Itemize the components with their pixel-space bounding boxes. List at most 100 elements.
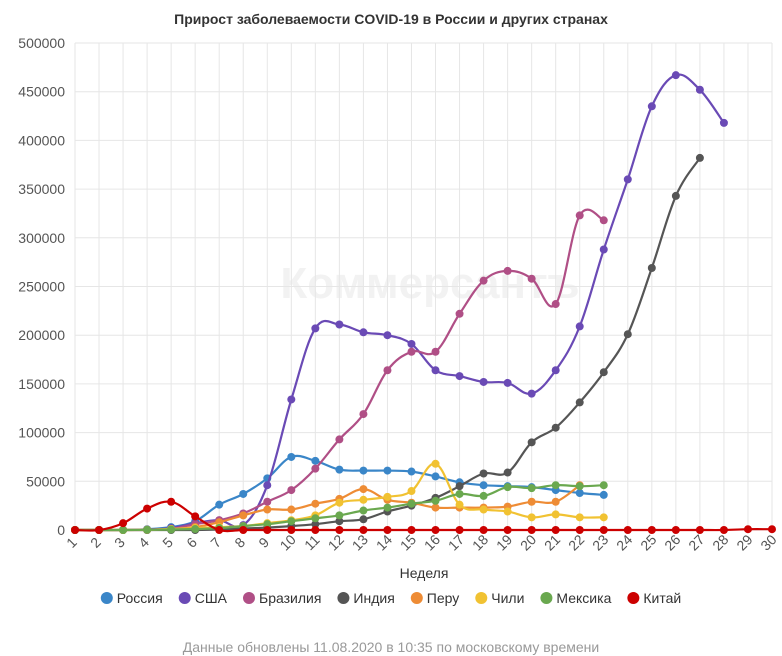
data-point [335, 511, 344, 520]
gridlines [74, 42, 773, 531]
y-tick-label: 50000 [26, 473, 65, 489]
data-point [239, 526, 248, 534]
x-tick-label: 9 [255, 534, 272, 551]
data-point [599, 513, 608, 522]
x-tick-label: 11 [301, 532, 323, 554]
x-tick-label: 27 [685, 531, 707, 553]
data-point [143, 504, 152, 513]
data-point [359, 410, 368, 419]
data-point [647, 263, 656, 272]
data-point [383, 492, 392, 501]
data-point [311, 324, 320, 333]
y-tick-label: 0 [57, 522, 65, 538]
legend-item[interactable]: Индия [337, 590, 395, 606]
data-point [503, 378, 512, 387]
legend-label: Перу [427, 590, 459, 606]
data-point [311, 499, 320, 508]
data-point [95, 526, 104, 534]
x-tick-label: 22 [565, 531, 587, 553]
data-point [551, 423, 560, 432]
legend-marker [475, 592, 488, 604]
legend-marker [178, 592, 191, 604]
legend-item[interactable]: Бразилия [243, 590, 321, 606]
data-point [287, 395, 296, 404]
data-point [479, 526, 488, 534]
data-point [383, 366, 392, 375]
data-point [479, 481, 488, 490]
y-tick-label: 250000 [18, 279, 65, 295]
legend-item[interactable]: Россия [100, 590, 163, 606]
y-tick-label: 500000 [18, 35, 65, 51]
data-point [575, 513, 584, 522]
data-point [407, 339, 416, 348]
data-point [719, 526, 728, 534]
legend-label: Чили [491, 590, 524, 606]
y-tick-label: 150000 [18, 376, 65, 392]
data-point [383, 526, 392, 534]
data-point [143, 525, 152, 534]
legend-marker [243, 592, 255, 604]
x-tick-label: 19 [493, 531, 515, 553]
data-point [311, 464, 320, 473]
x-tick-label: 13 [349, 531, 371, 553]
x-tick-label: 10 [277, 531, 299, 553]
data-point [311, 520, 320, 529]
legend-item[interactable]: США [178, 590, 228, 606]
data-point [575, 482, 584, 491]
data-point [431, 526, 440, 534]
x-tick-label: 21 [541, 531, 563, 553]
data-point [431, 459, 440, 468]
data-point [527, 438, 536, 447]
data-point [311, 526, 320, 534]
data-point [239, 511, 248, 520]
data-point [743, 525, 752, 534]
data-point [671, 526, 680, 534]
x-tick-label: 28 [709, 531, 731, 553]
data-point [359, 506, 368, 515]
data-point [383, 503, 392, 512]
data-point [503, 483, 512, 492]
x-tick-label: 4 [135, 534, 152, 551]
data-point [695, 85, 704, 94]
legend-label: Россия [117, 590, 163, 606]
x-tick-label: 29 [733, 531, 755, 553]
x-tick-label: 2 [87, 534, 104, 551]
x-tick-label: 12 [325, 531, 347, 553]
data-point [287, 452, 296, 461]
data-point [263, 526, 272, 534]
data-point [503, 468, 512, 477]
x-tick-label: 16 [421, 531, 443, 553]
data-point [599, 526, 608, 534]
x-tick-label: 3 [111, 534, 128, 551]
data-point [599, 368, 608, 377]
data-point [599, 481, 608, 490]
data-point [503, 266, 512, 275]
data-point [479, 276, 488, 285]
x-tick-label: 20 [517, 531, 539, 553]
data-point [335, 465, 344, 474]
x-axis-label: Неделя [400, 565, 449, 581]
data-point [359, 526, 368, 534]
legend-item[interactable]: Чили [475, 590, 524, 606]
data-point [551, 526, 560, 534]
data-point [455, 372, 464, 381]
legend-item[interactable]: Мексика [540, 590, 612, 606]
data-point [503, 526, 512, 534]
data-point [263, 520, 272, 529]
x-tick-label: 24 [613, 531, 635, 553]
data-point [359, 485, 368, 494]
data-point [359, 515, 368, 524]
data-point [263, 481, 272, 490]
data-point [527, 274, 536, 283]
data-point [383, 331, 392, 340]
series-8 [71, 497, 776, 534]
data-point [335, 498, 344, 507]
data-point [503, 507, 512, 516]
data-point [407, 467, 416, 476]
x-tick-label: 8 [231, 534, 248, 551]
legend-item[interactable]: Перу [410, 590, 459, 606]
data-point [599, 490, 608, 499]
data-point [479, 377, 488, 386]
legend-item[interactable]: Китай [627, 590, 681, 606]
